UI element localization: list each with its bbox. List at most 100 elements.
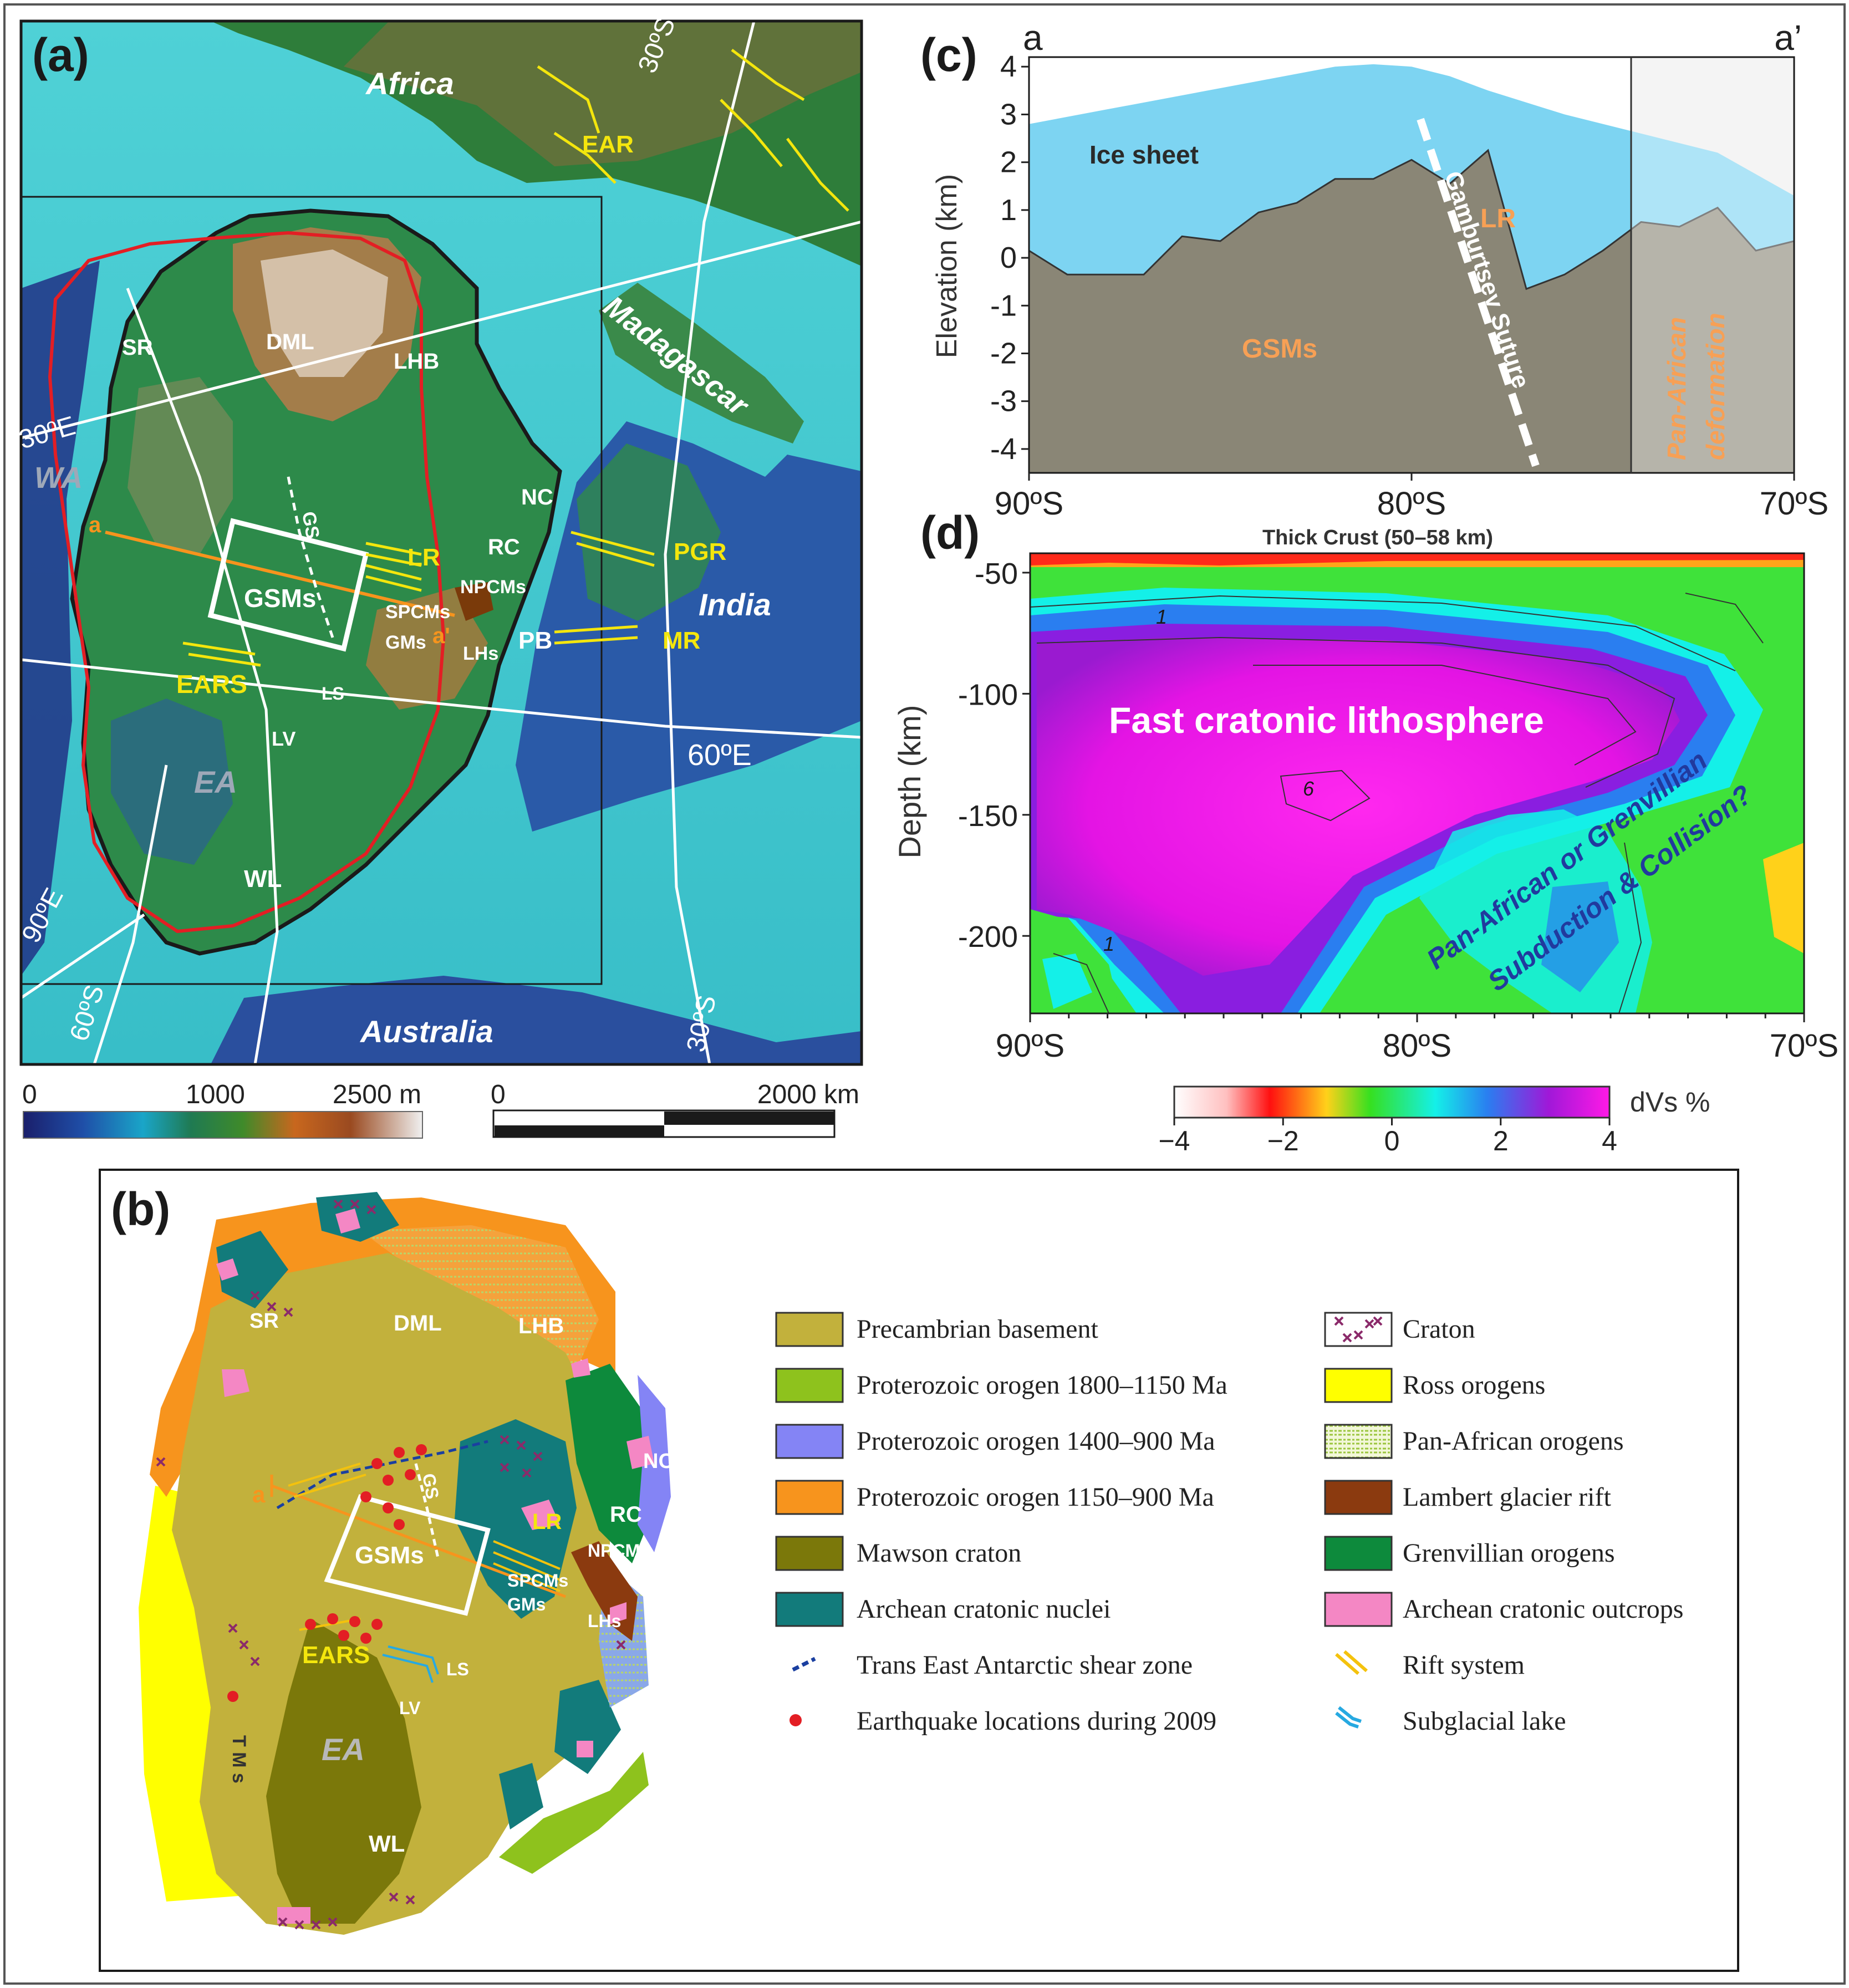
c-ytick-label: -1 <box>990 289 1017 322</box>
panel-c-label: (c) <box>920 29 977 81</box>
craton-cross-icon <box>1353 1330 1363 1340</box>
craton-cross-icon <box>1373 1316 1383 1326</box>
graticule <box>21 21 862 1064</box>
label-sr: SR <box>122 335 153 360</box>
profile-end-a-prime: a’ <box>1774 18 1802 58</box>
profile-end-a: a <box>1023 18 1043 58</box>
label-wl: WL <box>244 865 282 893</box>
legend-item-label: Trans East Antarctic shear zone <box>857 1650 1193 1680</box>
legend-item-label: Proterozoic orogen 1150–900 Ma <box>857 1482 1214 1512</box>
legend-item-label: Mawson craton <box>857 1538 1021 1568</box>
label-ear: EAR <box>582 131 634 158</box>
b-label-a: a <box>252 1481 266 1507</box>
legend-swatch <box>775 1312 844 1347</box>
panel-d-label: (d) <box>920 507 980 559</box>
annotation-thick-crust: Thick Crust (50–58 km) <box>1262 526 1493 549</box>
figure-frame <box>3 3 1846 1985</box>
b-label-tms: T M s <box>228 1735 249 1783</box>
c-ytick-label: 1 <box>1000 193 1017 227</box>
colorbar-ticks: −4 −2 0 2 4 <box>1158 1118 1617 1156</box>
subglacial-lake-icon <box>1335 1706 1362 1729</box>
rift-icon <box>1335 1650 1368 1675</box>
c-ytick-label: 4 <box>1000 50 1017 83</box>
label-lon-60e: 60ºE <box>687 738 752 772</box>
label-gs: GS <box>298 510 323 541</box>
label-ears: EARS <box>176 670 247 699</box>
legend-item-label: Earthquake locations during 2009 <box>857 1706 1216 1736</box>
craton-cross-icon <box>1342 1333 1352 1343</box>
legend-swatch <box>775 1592 844 1627</box>
label-profile-a-prime: a' <box>432 624 450 648</box>
label-rc: RC <box>488 535 520 559</box>
legend: Precambrian basement Proterozoic orogen 1… <box>775 1312 1683 1736</box>
legend-item-label: Archean cratonic nuclei <box>857 1594 1111 1624</box>
c-ytick-label: 3 <box>1000 98 1017 131</box>
b-label-npcms: NPCMs <box>588 1541 650 1561</box>
b-label-rc: RC <box>610 1502 642 1527</box>
legend-swatch <box>1324 1424 1393 1459</box>
panel-d-ylabel: Depth (km) <box>892 705 927 859</box>
label-ea: EA <box>194 764 237 799</box>
annotation-gsms: GSMs <box>1242 334 1317 364</box>
b-label-ls: LS <box>446 1659 469 1679</box>
contour-label-1: 1 <box>1156 605 1167 628</box>
legend-swatch <box>1324 1368 1393 1403</box>
craton-outline <box>48 231 446 934</box>
panel-c-axes: 4 3 2 1 0 -1 -2 -3 -4 90ºS 80ºS 70ºS <box>990 50 1828 522</box>
label-lv: LV <box>272 727 296 750</box>
legend-item: Mawson craton <box>775 1536 1021 1571</box>
legend-item: Craton <box>1324 1312 1475 1347</box>
label-gsms: GSMs <box>244 584 316 613</box>
label-gms: GMs <box>385 632 426 653</box>
elevation-colorbar <box>23 1111 423 1139</box>
legend-swatch <box>775 1480 844 1515</box>
legend-item: Trans East Antarctic shear zone <box>792 1650 1193 1680</box>
legend-item: Earthquake locations during 2009 <box>789 1706 1216 1736</box>
dvs-colorbar <box>1173 1085 1611 1119</box>
legend-swatch <box>1324 1536 1393 1571</box>
legend-left: Precambrian basement Proterozoic orogen 1… <box>775 1312 1227 1736</box>
legend-item: Rift system <box>1335 1650 1525 1680</box>
label-profile-a: a <box>89 513 101 537</box>
d-ytick-label: -150 <box>958 799 1018 833</box>
b-label-gsms: GSMs <box>355 1542 424 1569</box>
colorbar-title: dVs % <box>1630 1087 1710 1118</box>
panel-a-map: (a) Africa EAR Madagascar India Australi… <box>16 13 863 1139</box>
legend-item-label: Subglacial lake <box>1403 1706 1566 1736</box>
b-label-dml: DML <box>394 1311 442 1335</box>
dist-scale-max: 2000 km <box>757 1080 859 1109</box>
label-mr: MR <box>663 627 700 654</box>
panel-d-chart: (d) Thick Crust (50–58 km) <box>892 507 1838 1156</box>
legend-item: Proterozoic orogen 1150–900 Ma <box>775 1480 1214 1515</box>
earthquake-icon <box>789 1714 802 1726</box>
panel-b-map: (b) <box>99 1169 1739 1972</box>
c-xtick-label: 90ºS <box>995 486 1063 522</box>
legend-item-label: Lambert glacier rift <box>1403 1482 1611 1512</box>
label-africa: Africa <box>365 66 454 101</box>
b-label-lhb: LHB <box>518 1314 564 1338</box>
c-xtick-label: 80ºS <box>1377 486 1446 522</box>
elev-scale-mid: 1000 <box>186 1080 245 1109</box>
legend-item-label: Proterozoic orogen 1400–900 Ma <box>857 1426 1215 1456</box>
rift-lines <box>182 49 849 667</box>
b-label-lr: LR <box>532 1510 562 1534</box>
annotation-ice-sheet: Ice sheet <box>1089 140 1199 169</box>
d-xtick-label: 90ºS <box>996 1028 1064 1064</box>
profile-line <box>105 531 455 617</box>
label-india: India <box>699 587 771 622</box>
colorbar-tick-label: −4 <box>1158 1125 1190 1156</box>
b-label-gs: GS <box>419 1472 442 1501</box>
legend-item-label: Pan-African orogens <box>1403 1426 1624 1456</box>
geology-map <box>139 1192 671 1935</box>
legend-swatch <box>775 1368 844 1403</box>
c-ytick-label: -4 <box>990 432 1017 466</box>
colorbar-tick-label: 2 <box>1493 1125 1509 1156</box>
elev-scale-min: 0 <box>22 1080 37 1109</box>
label-lhb: LHB <box>394 349 439 374</box>
legend-right: Craton Ross orogens Pan-African orogens Lam… <box>1324 1312 1683 1736</box>
d-ytick-label: -200 <box>958 920 1018 954</box>
panel-d-axes: -50 -100 -150 -200 90ºS 80ºS 70ºS <box>958 557 1838 1064</box>
b-label-lhs: LHs <box>588 1611 621 1631</box>
label-ls: LS <box>322 684 344 704</box>
